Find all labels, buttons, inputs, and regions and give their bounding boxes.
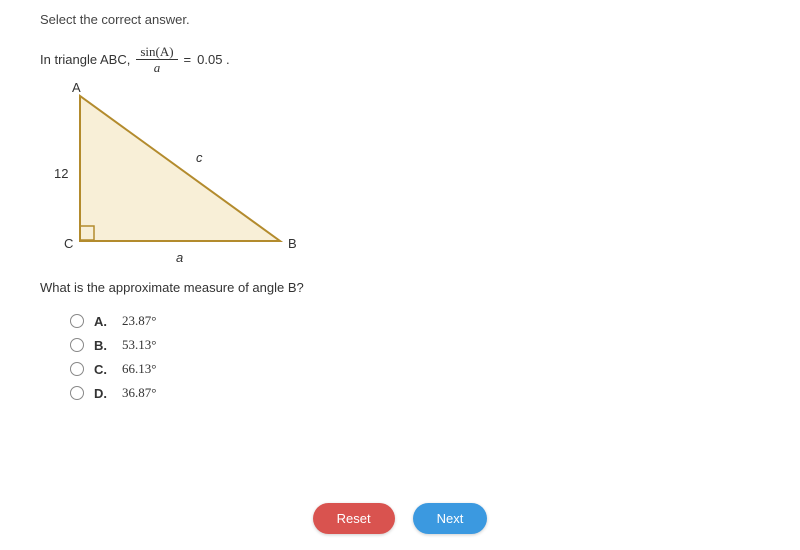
reset-button[interactable]: Reset <box>313 503 395 534</box>
option-text: 66.13° <box>122 361 156 377</box>
vertex-a-label: A <box>72 80 81 95</box>
radio-icon <box>70 314 84 328</box>
option-letter: A. <box>94 314 112 329</box>
option-text: 53.13° <box>122 337 156 353</box>
formula-prefix: In triangle ABC, <box>40 52 130 67</box>
option-letter: B. <box>94 338 112 353</box>
option-text: 23.87° <box>122 313 156 329</box>
fraction-numerator: sin(A) <box>136 45 177 60</box>
option-text: 36.87° <box>122 385 156 401</box>
formula-value: 0.05 . <box>197 52 230 67</box>
equals-sign: = <box>184 52 192 67</box>
vertex-b-label: B <box>288 236 297 251</box>
radio-icon <box>70 386 84 400</box>
triangle-shape <box>80 96 280 241</box>
formula-line: In triangle ABC, sin(A) a = 0.05 . <box>40 45 760 74</box>
side-bottom-label: a <box>176 250 183 265</box>
option-d[interactable]: D. 36.87° <box>70 385 760 401</box>
radio-icon <box>70 338 84 352</box>
triangle-diagram: A B C 12 a c <box>50 86 310 266</box>
option-letter: D. <box>94 386 112 401</box>
option-c[interactable]: C. 66.13° <box>70 361 760 377</box>
option-a[interactable]: A. 23.87° <box>70 313 760 329</box>
side-hyp-label: c <box>196 150 203 165</box>
options-group: A. 23.87° B. 53.13° C. 66.13° D. 36.87° <box>70 313 760 401</box>
formula-fraction: sin(A) a <box>136 45 177 74</box>
option-b[interactable]: B. 53.13° <box>70 337 760 353</box>
vertex-c-label: C <box>64 236 73 251</box>
button-bar: Reset Next <box>0 503 800 534</box>
next-button[interactable]: Next <box>413 503 488 534</box>
side-left-label: 12 <box>54 166 68 181</box>
instruction-text: Select the correct answer. <box>40 12 760 27</box>
triangle-svg <box>50 86 310 266</box>
fraction-denominator: a <box>154 60 161 74</box>
question-text: What is the approximate measure of angle… <box>40 280 760 295</box>
option-letter: C. <box>94 362 112 377</box>
radio-icon <box>70 362 84 376</box>
